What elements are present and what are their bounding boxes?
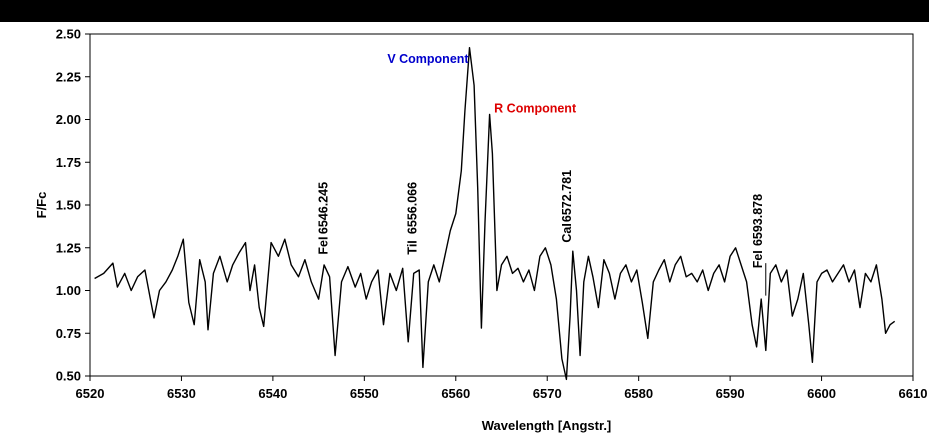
x-tick-label: 6610 xyxy=(899,386,928,401)
x-tick-label: 6520 xyxy=(76,386,105,401)
annotations: V Component R Component FeI 6546.245 TiI 6556… xyxy=(317,52,765,268)
spectrum-line xyxy=(94,47,896,381)
annotation-label: FeI xyxy=(317,237,331,255)
y-axis-title: F/Fc xyxy=(34,192,49,219)
y-tick-label: 2.00 xyxy=(56,112,81,127)
annotation-label: TiI xyxy=(405,240,419,254)
annotation-label: R Component xyxy=(494,102,577,116)
annotation-label: V Component xyxy=(387,52,469,66)
y-tick-label: 1.00 xyxy=(56,283,81,298)
y-tick-label: 1.50 xyxy=(56,198,81,213)
x-tick-label: 6540 xyxy=(258,386,287,401)
x-axis-title: Wavelength [Angstr.] xyxy=(482,418,612,433)
annotation-label: FeI xyxy=(751,250,765,268)
x-tick-label: 6530 xyxy=(167,386,196,401)
annotation-label: 6593.878 xyxy=(751,194,765,246)
y-tick-label: 0.50 xyxy=(56,369,81,384)
x-tick-label: 6580 xyxy=(624,386,653,401)
annotation-label: CaI xyxy=(560,223,574,242)
annotation-label: 6556.066 xyxy=(405,182,419,234)
y-tick-label: 2.25 xyxy=(56,69,81,84)
y-tick-label: 2.50 xyxy=(56,27,81,42)
x-tick-label: 6570 xyxy=(533,386,562,401)
top-black-bar xyxy=(0,0,929,22)
plot-frame xyxy=(89,33,914,377)
y-tick-label: 0.75 xyxy=(56,326,81,341)
x-tick-label: 6600 xyxy=(807,386,836,401)
x-tick-label: 6550 xyxy=(350,386,379,401)
x-tick-label: 6560 xyxy=(441,386,470,401)
x-tick-label: 6590 xyxy=(716,386,745,401)
annotation-label: 6546.245 xyxy=(317,182,331,234)
y-tick-label: 1.75 xyxy=(56,155,81,170)
annotation-label: 6572.781 xyxy=(560,170,574,222)
x-axis: 6520 6530 6540 6550 6560 6570 6580 6590 6600 6610 xyxy=(76,376,928,401)
y-axis: 0.50 0.75 1.00 1.25 1.50 1.75 2.00 2.25 2.50 xyxy=(56,27,90,384)
y-tick-label: 1.25 xyxy=(56,240,81,255)
